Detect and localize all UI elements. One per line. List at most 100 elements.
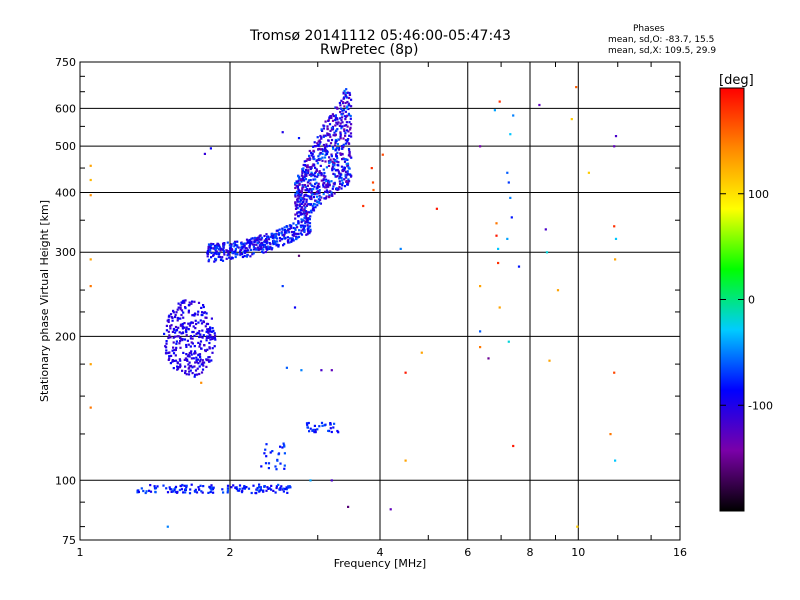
- data-point: [312, 196, 316, 199]
- data-point: [295, 190, 299, 193]
- data-point: [190, 483, 193, 486]
- data-point: [298, 183, 301, 186]
- data-point: [207, 245, 210, 248]
- data-point: [303, 216, 306, 219]
- data-point: [343, 128, 346, 131]
- data-point: [185, 345, 188, 348]
- data-point: [193, 300, 196, 303]
- data-point: [307, 195, 310, 198]
- data-point: [279, 486, 282, 489]
- data-point: [330, 430, 333, 434]
- data-point: [207, 491, 210, 494]
- data-point: [197, 354, 200, 357]
- data-point: [331, 163, 335, 166]
- y-tick-label: 300: [55, 246, 76, 259]
- data-point: [509, 133, 512, 136]
- data-point: [89, 258, 92, 261]
- data-point: [240, 243, 243, 246]
- data-point: [310, 173, 313, 176]
- data-point: [347, 173, 350, 176]
- data-point: [324, 186, 327, 189]
- data-point: [185, 484, 188, 487]
- data-point: [234, 255, 237, 259]
- data-point: [309, 427, 312, 430]
- data-point: [349, 126, 352, 129]
- data-point: [206, 358, 209, 362]
- data-point: [303, 198, 306, 201]
- data-point: [310, 166, 313, 169]
- data-point: [170, 316, 173, 319]
- data-point: [251, 253, 254, 256]
- data-point: [167, 336, 170, 340]
- data-point: [271, 247, 274, 250]
- data-point: [180, 309, 184, 312]
- data-point: [285, 486, 288, 489]
- data-point: [292, 222, 295, 225]
- data-point: [487, 357, 490, 360]
- data-point: [314, 431, 317, 434]
- data-point: [200, 371, 204, 374]
- data-point: [294, 204, 297, 207]
- data-point: [320, 128, 323, 131]
- data-point: [337, 188, 340, 191]
- data-point: [294, 182, 297, 185]
- data-point: [185, 353, 188, 356]
- data-point: [281, 234, 284, 237]
- data-point: [191, 366, 194, 369]
- data-point: [333, 159, 337, 163]
- data-point: [269, 451, 272, 454]
- data-point: [244, 486, 247, 489]
- data-point: [211, 488, 215, 491]
- data-point: [188, 301, 191, 304]
- data-point: [310, 195, 313, 198]
- data-point: [341, 184, 344, 187]
- data-point: [271, 232, 274, 235]
- data-point: [310, 174, 313, 178]
- data-point: [339, 134, 342, 137]
- data-point: [304, 186, 308, 189]
- data-point: [183, 484, 186, 487]
- data-point: [243, 485, 246, 488]
- data-point: [186, 355, 189, 358]
- data-point: [346, 91, 350, 94]
- data-point: [304, 202, 307, 205]
- data-point: [190, 364, 193, 367]
- data-point: [210, 247, 213, 250]
- data-point: [301, 188, 304, 191]
- data-point: [212, 486, 215, 489]
- data-point: [306, 158, 309, 161]
- data-point: [312, 155, 315, 158]
- data-point: [265, 443, 268, 446]
- data-point: [308, 211, 311, 214]
- data-point: [311, 164, 314, 167]
- data-point: [211, 351, 214, 354]
- data-points: [89, 86, 618, 528]
- data-point: [210, 242, 213, 245]
- data-point: [327, 160, 330, 163]
- data-point: [339, 117, 342, 120]
- data-point: [201, 359, 204, 362]
- data-point: [265, 247, 268, 250]
- data-point: [277, 245, 280, 248]
- data-point: [259, 487, 262, 490]
- data-point: [166, 319, 169, 322]
- data-point: [336, 128, 339, 131]
- data-point: [301, 224, 304, 227]
- data-point: [264, 448, 267, 451]
- data-point: [300, 369, 303, 372]
- data-point: [261, 250, 264, 253]
- data-point: [219, 249, 222, 252]
- data-point: [156, 485, 159, 488]
- data-point: [544, 228, 547, 231]
- data-point: [214, 247, 217, 250]
- data-point: [334, 169, 337, 172]
- data-point: [210, 251, 213, 254]
- data-point: [322, 185, 325, 188]
- grid-lines: [80, 62, 680, 540]
- data-point: [312, 145, 315, 148]
- data-point: [334, 133, 337, 136]
- data-point: [342, 146, 345, 149]
- data-point: [346, 158, 349, 161]
- data-point: [322, 178, 325, 181]
- data-point: [145, 490, 148, 493]
